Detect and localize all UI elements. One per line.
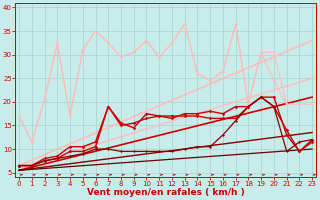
- X-axis label: Vent moyen/en rafales ( km/h ): Vent moyen/en rafales ( km/h ): [87, 188, 244, 197]
